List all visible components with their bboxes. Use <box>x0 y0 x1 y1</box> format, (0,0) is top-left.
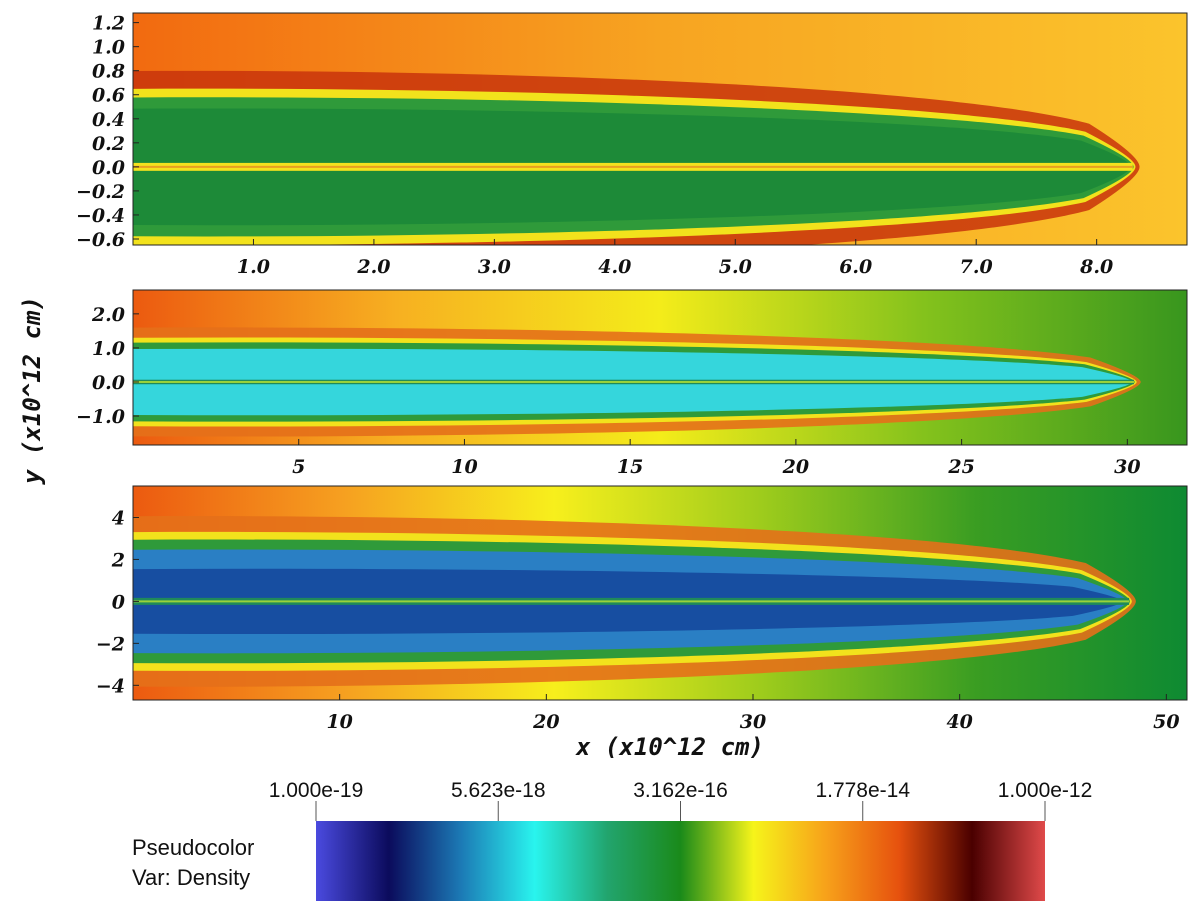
jet-axis <box>133 165 1133 168</box>
x-tick-label: 3.0 <box>478 256 511 278</box>
x-tick-label: 40 <box>946 711 972 733</box>
jet-axis <box>133 600 1130 603</box>
x-tick-label: 20 <box>782 456 809 478</box>
x-tick-label: 20 <box>532 711 559 733</box>
y-tick-label: 1.2 <box>92 13 125 35</box>
x-tick-label: 10 <box>451 456 477 478</box>
x-tick-label: 1.0 <box>237 256 270 278</box>
y-tick-label: 2 <box>111 549 125 571</box>
panel-frame <box>132 289 1188 446</box>
y-tick-label: −1.0 <box>76 406 125 428</box>
y-tick-label: 0.6 <box>92 85 125 107</box>
jet-axis <box>133 380 1134 383</box>
y-axis-title: y (x10^12 cm) <box>18 296 46 486</box>
y-tick-label: 0.2 <box>92 133 125 155</box>
x-tick-label: 7.0 <box>960 256 993 278</box>
panel-frame <box>132 12 1188 246</box>
colorbar-tick-label: 1.000e-12 <box>998 779 1093 802</box>
y-tick-label: −2 <box>96 633 125 655</box>
y-tick-label: 2.0 <box>91 304 125 326</box>
x-tick-label: 2.0 <box>356 256 390 278</box>
x-tick-label: 30 <box>740 711 766 733</box>
x-tick-label: 4.0 <box>598 256 631 278</box>
x-tick-label: 30 <box>1114 456 1140 478</box>
y-tick-label: 0.0 <box>92 372 125 394</box>
x-tick-label: 5 <box>292 456 305 478</box>
legend-plot-type: Pseudocolor <box>132 835 254 860</box>
x-tick-label: 50 <box>1153 711 1179 733</box>
panel-frame <box>132 485 1188 701</box>
y-tick-label: −0.4 <box>76 205 125 227</box>
density-panel-top: 1.0 2.0 3.0 4.0 5.0 6.0 7.0 8.01.21.00.80.60.40… <box>76 12 1188 278</box>
y-tick-label: −0.6 <box>76 229 125 251</box>
y-tick-label: 4 <box>112 507 125 529</box>
colorbar-tick-label: 1.000e-19 <box>269 779 364 802</box>
y-tick-label: 0.0 <box>92 157 125 179</box>
y-tick-label: −4 <box>96 675 125 697</box>
legend-variable: Var: Density <box>132 865 250 890</box>
colorbar-tick-label: 5.623e-18 <box>451 779 546 802</box>
x-tick-label: 5.0 <box>719 256 752 278</box>
x-axis-title: x (x10^12 cm) <box>575 733 764 761</box>
y-tick-label: 0.8 <box>92 61 125 83</box>
y-tick-label: 1.0 <box>92 338 125 360</box>
colorbar-tick-label: 1.778e-14 <box>815 779 910 802</box>
y-tick-label: −0.2 <box>76 181 125 203</box>
y-tick-label: 0.4 <box>92 109 125 131</box>
density-panel-middle: 5 10 15 20 25 30 2.0 1.0 0.0 −1.0 <box>76 289 1188 478</box>
x-tick-label: 8.0 <box>1079 256 1113 278</box>
x-tick-label: 15 <box>617 456 643 478</box>
x-tick-label: 25 <box>947 456 974 478</box>
colorbar-tick-label: 3.162e-16 <box>633 779 728 802</box>
x-tick-label: 10 <box>326 711 352 733</box>
y-tick-label: 0 <box>112 591 125 613</box>
colorbar-gradient <box>316 821 1045 901</box>
x-tick-label: 6.0 <box>839 256 872 278</box>
y-tick-label: 1.0 <box>92 37 125 59</box>
colorbar: 1.000e-19 5.623e-18 3.162e-16 1.778e-14 1.00… <box>132 779 1092 901</box>
